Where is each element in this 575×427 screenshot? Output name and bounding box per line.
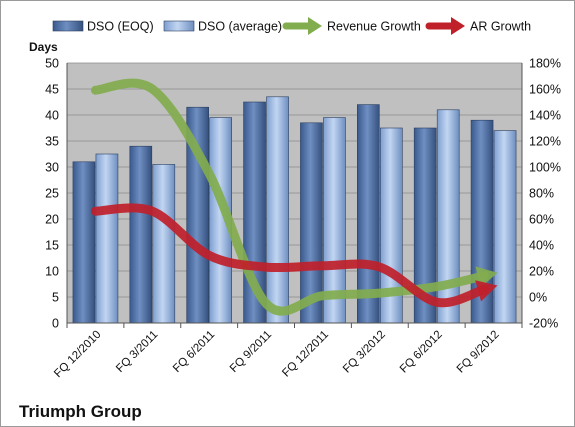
y-tick-label: 15 [45, 239, 59, 253]
y-tick-label: 50 [45, 57, 59, 71]
legend-arrowhead-ar-growth [451, 17, 465, 35]
x-tick-label: FQ 3/2011 [114, 329, 160, 375]
y2-tick-label: 40% [529, 239, 554, 253]
y2-tick-label: 80% [529, 187, 554, 201]
legend: DSO (EOQ) DSO (average) Revenue Growth AR G… [52, 17, 531, 35]
bar-dso-average [95, 153, 119, 324]
y-tick-label: 30 [45, 161, 59, 175]
bar-dso-average [152, 164, 176, 324]
y-tick-label: 5 [52, 291, 59, 305]
bar-dso-average [436, 109, 460, 324]
y-tick-label: 35 [45, 135, 59, 149]
bar-dso-average [266, 96, 289, 324]
y2-tick-label: 180% [529, 57, 561, 71]
x-tick-label: FQ 6/2011 [171, 329, 217, 375]
x-tick-label: FQ 12/2010 [52, 329, 103, 380]
y2-axis-ticks: -20% 0% 20% 40% 60% 80% 100% 120% 140% 160% 180% [529, 57, 561, 331]
legend-swatch-dso-eoq [52, 20, 84, 32]
legend-label-dso-eoq: DSO (EOQ) [87, 20, 154, 34]
growth-lines [90, 78, 498, 316]
legend-label-ar-growth: AR Growth [470, 20, 531, 34]
x-axis-ticks: FQ 12/2010 FQ 3/2011 FQ 6/2011 FQ 9/2011 FQ … [52, 329, 502, 380]
y-tick-label: 10 [45, 265, 59, 279]
y2-tick-label: -20% [529, 317, 558, 331]
y-tick-label: 0 [52, 317, 59, 331]
line-ar-growth [90, 203, 489, 308]
y-tick-label: 20 [45, 213, 59, 227]
legend-label-dso-average: DSO (average) [198, 20, 282, 34]
bar-dso-average [493, 130, 517, 324]
legend-arrowhead-revenue-growth [308, 17, 322, 35]
y-tick-label: 45 [45, 83, 59, 97]
y-tick-label: 25 [45, 187, 59, 201]
chart-title: Triumph Group [19, 402, 142, 421]
y2-tick-label: 140% [529, 109, 561, 123]
axes [66, 63, 523, 328]
x-tick-label: FQ 3/2012 [341, 329, 388, 376]
y2-tick-label: 100% [529, 161, 561, 175]
y-axis-label: Days [29, 40, 58, 54]
y2-tick-label: 60% [529, 213, 554, 227]
y2-tick-label: 20% [529, 265, 554, 279]
y2-tick-label: 160% [529, 83, 561, 97]
arrowhead-ar-growth [475, 280, 498, 302]
x-tick-label: FQ 6/2012 [398, 329, 445, 376]
x-tick-label: FQ 12/2011 [280, 329, 331, 380]
y2-tick-label: 120% [529, 135, 561, 149]
y-axis-ticks: 0 5 10 15 20 25 30 35 40 45 50 [45, 57, 59, 331]
y2-tick-label: 0% [529, 291, 547, 305]
y-tick-label: 40 [45, 109, 59, 123]
x-tick-label: FQ 9/2012 [455, 329, 502, 376]
legend-label-revenue-growth: Revenue Growth [327, 20, 421, 34]
x-tick-label: FQ 9/2011 [228, 329, 274, 375]
bar-dso-eoq [72, 161, 96, 324]
bar-dso-eoq [129, 145, 153, 324]
legend-swatch-dso-average [163, 20, 195, 32]
